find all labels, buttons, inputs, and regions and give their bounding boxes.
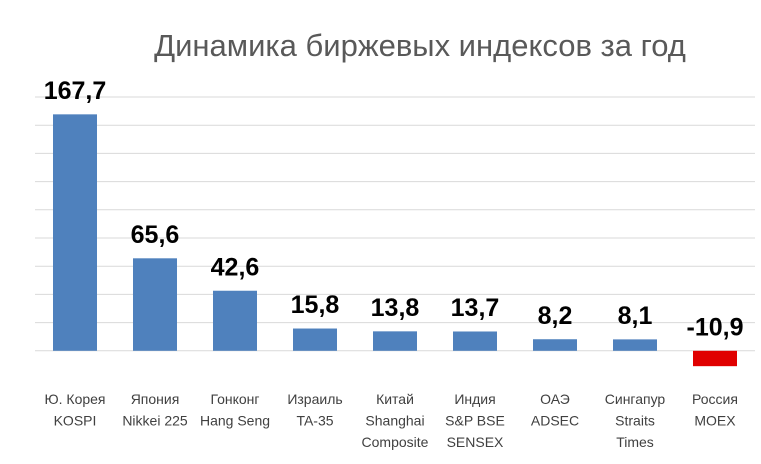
bar — [453, 331, 497, 351]
bar — [293, 328, 337, 351]
value-label: 13,7 — [451, 294, 500, 322]
value-label: 8,2 — [538, 302, 573, 330]
value-label: 8,1 — [618, 302, 653, 330]
x-tick-label: Китай Shanghai Composite — [362, 391, 429, 450]
x-tick-label: Израиль TA-35 — [287, 391, 342, 429]
x-tick-label: Гонконг Hang Seng — [200, 391, 270, 429]
bar — [613, 339, 657, 351]
bar — [133, 258, 177, 351]
value-label: -10,9 — [687, 313, 744, 341]
x-tick-label: Сингапур Straits Times — [605, 391, 666, 450]
x-tick-label: Индия S&P BSE SENSEX — [445, 391, 505, 450]
bar — [213, 290, 257, 351]
bar — [53, 114, 97, 351]
chart-title: Динамика биржевых индексов за год — [154, 28, 686, 63]
value-label: 42,6 — [211, 253, 260, 281]
x-tick-label: Ю. Корея KOSPI — [44, 391, 105, 429]
value-label: 65,6 — [131, 221, 180, 249]
bar — [533, 339, 577, 351]
bar — [373, 331, 417, 351]
x-tick-label: Япония Nikkei 225 — [122, 391, 188, 429]
x-tick-label: ОАЭ ADSEC — [531, 391, 579, 429]
value-label: 167,7 — [44, 77, 107, 105]
value-label: 15,8 — [291, 291, 340, 319]
bar — [693, 350, 737, 367]
value-label: 13,8 — [371, 294, 420, 322]
x-tick-label: Россия MOEX — [692, 391, 738, 429]
